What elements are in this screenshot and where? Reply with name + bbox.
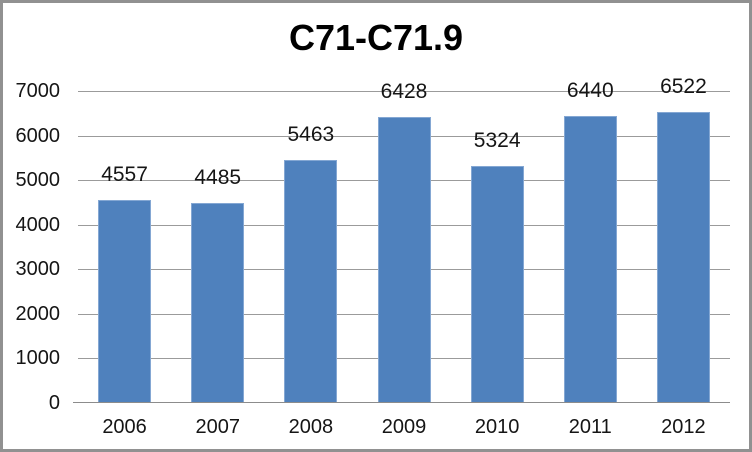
y-tick-label-2000: 2000 [15,302,61,325]
bar-value-label-2006: 4557 [101,162,148,186]
bar-2010 [470,165,524,403]
bar-2012 [656,112,710,403]
y-tick-label-1000: 1000 [15,347,61,370]
x-tick-label-2012: 2012 [661,416,706,438]
bar-value-label-2011: 6440 [566,78,614,102]
chart-title: C71-C71.9 [288,17,464,58]
y-tick-label-6000: 6000 [15,124,61,147]
bar-value-label-2008: 5463 [287,122,335,146]
x-axis-line [73,402,730,403]
bar-value-label-2012: 6522 [660,75,707,99]
x-tick-label-2010: 2010 [474,416,520,438]
y-tick-label-5000: 5000 [15,169,61,192]
bar-value-label-2007: 4485 [194,166,242,190]
x-tick-label-2009: 2009 [381,416,427,438]
gridline-7000 [78,91,730,92]
bar-2008 [284,159,338,403]
y-tick-label-0: 0 [48,392,60,414]
y-tick-label-7000: 7000 [15,80,61,102]
x-tick-label-2008: 2008 [288,416,334,438]
bar-2011 [563,115,617,403]
bar-2006 [98,199,152,403]
plot-area: 4557 4485 5463 6428 5324 6440 6522 [73,75,730,403]
x-tick-label-2007: 2007 [195,416,240,438]
bar-value-label-2010: 5324 [473,128,521,152]
bar-value-label-2009: 6428 [380,79,428,103]
bar-2009 [377,116,431,403]
y-tick-label-3000: 3000 [15,258,61,281]
bar-2007 [191,203,245,403]
x-tick-label-2006: 2006 [102,416,147,438]
y-tick-label-4000: 4000 [15,213,61,236]
x-tick-label-2011: 2011 [568,416,612,438]
